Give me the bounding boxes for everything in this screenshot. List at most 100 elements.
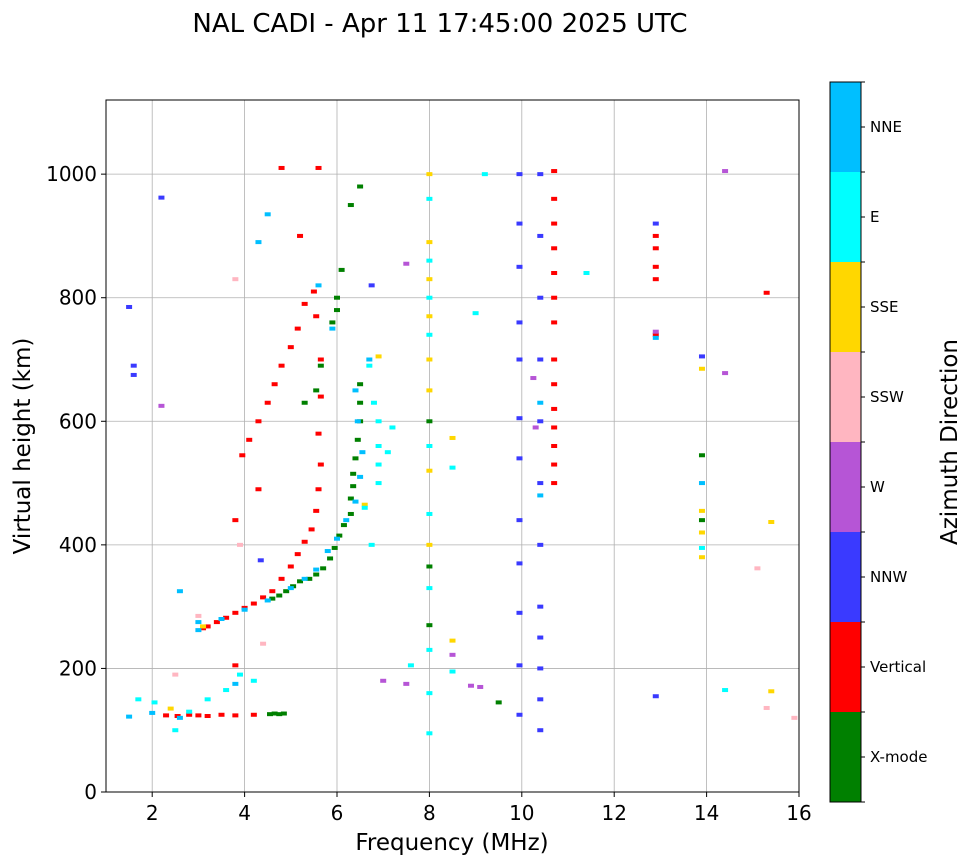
point-nnw (368, 283, 375, 288)
x-tick-label: 2 (146, 801, 159, 825)
point-x-mode (306, 576, 313, 581)
point-sse (698, 366, 705, 371)
point-nne (195, 620, 202, 625)
colorbar-tick-label: NNE (870, 118, 902, 136)
data-marks (126, 165, 798, 736)
point-e (472, 311, 479, 316)
point-vertical (315, 165, 322, 170)
point-vertical (232, 663, 239, 668)
azimuth-colorbar: X-mode Vertical NNW W SSW SSE E NNE (829, 81, 927, 803)
point-nne (343, 518, 350, 523)
point-vertical (232, 610, 239, 615)
point-e (426, 731, 433, 736)
point-nne (537, 400, 544, 405)
point-nnw (537, 233, 544, 238)
point-w (722, 169, 729, 174)
point-vertical (186, 712, 193, 717)
point-nnw (537, 697, 544, 702)
point-x-mode (495, 700, 502, 705)
point-vertical (313, 314, 320, 319)
point-vertical (317, 462, 324, 467)
point-x-mode (426, 564, 433, 569)
point-x-mode (426, 419, 433, 424)
colorbar-segment-e (830, 172, 861, 262)
point-e (375, 419, 382, 424)
point-x-mode (297, 579, 304, 584)
point-w (467, 683, 474, 688)
point-e (426, 295, 433, 300)
plot-frame-bg (106, 100, 799, 792)
point-vertical (652, 233, 659, 238)
point-nnw (516, 264, 523, 269)
x-axis-label: Frequency (MHz) (355, 830, 548, 856)
point-vertical (551, 444, 558, 448)
plot-area: 2 4 6 8 10 12 14 16 0 200 400 600 800 1000 (46, 99, 812, 825)
point-vertical (551, 357, 558, 362)
point-vertical (310, 289, 317, 294)
point-vertical (317, 357, 324, 362)
point-w (403, 261, 410, 266)
point-vertical (271, 382, 278, 387)
point-x-mode (269, 596, 276, 601)
point-nnw (516, 663, 523, 668)
point-vertical (551, 271, 558, 275)
point-sse (426, 240, 433, 245)
point-nnw (537, 357, 544, 362)
point-nnw (537, 419, 544, 424)
colorbar-tick-label: X-mode (870, 748, 927, 766)
point-w (449, 652, 456, 657)
point-e (426, 444, 433, 448)
point-vertical (232, 713, 239, 718)
point-vertical (315, 431, 322, 436)
point-x-mode (331, 545, 338, 550)
point-e (375, 444, 382, 448)
point-nnw (130, 363, 137, 368)
x-tick-label: 14 (694, 801, 719, 825)
point-vertical (551, 221, 558, 226)
y-tick-label: 400 (59, 533, 97, 557)
point-vertical (297, 233, 304, 238)
colorbar-segment-x-mode (830, 712, 861, 802)
point-vertical (264, 400, 271, 405)
point-nne (366, 357, 373, 362)
point-nne (324, 549, 331, 554)
y-tick-label: 600 (59, 409, 97, 433)
point-sse (426, 172, 433, 177)
point-vertical (551, 462, 558, 467)
point-x-mode (313, 572, 320, 577)
point-x-mode (271, 711, 278, 716)
point-nne (264, 212, 271, 217)
point-vertical (163, 713, 170, 718)
y-tick-label: 1000 (46, 162, 97, 186)
x-tick-label: 4 (238, 801, 251, 825)
point-nne (241, 607, 248, 612)
point-sse (698, 555, 705, 560)
point-vertical (255, 487, 262, 492)
point-nnw (516, 416, 523, 421)
point-e (236, 672, 243, 677)
point-vertical (260, 595, 267, 600)
point-nnw (516, 221, 523, 226)
point-nnw (158, 195, 165, 200)
point-vertical (652, 264, 659, 269)
point-ssw (195, 613, 202, 618)
point-nnw (537, 666, 544, 671)
x-tick-label: 8 (423, 801, 436, 825)
colorbar-segment-sse (830, 262, 861, 352)
point-nne (313, 567, 320, 572)
point-e (223, 688, 230, 693)
point-vertical (204, 624, 211, 629)
point-x-mode (334, 308, 340, 313)
point-x-mode (698, 518, 705, 523)
point-x-mode (340, 523, 347, 528)
point-sse (200, 624, 207, 629)
point-x-mode (317, 363, 324, 368)
point-e (368, 542, 375, 547)
point-e (204, 697, 211, 702)
point-nnw (698, 354, 705, 359)
point-e (389, 425, 396, 430)
point-vertical (294, 326, 301, 331)
point-vertical (250, 712, 257, 717)
point-e (366, 363, 373, 368)
